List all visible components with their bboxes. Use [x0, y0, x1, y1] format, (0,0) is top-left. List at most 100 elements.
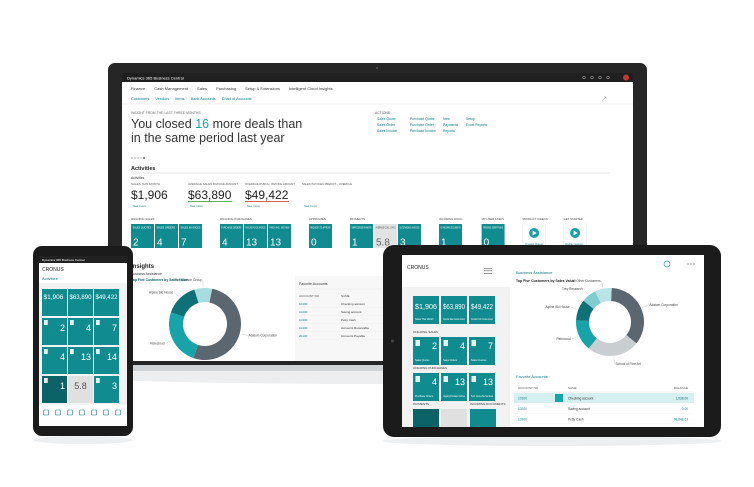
tile[interactable] — [481, 224, 505, 248]
tile[interactable] — [68, 376, 93, 403]
tile[interactable] — [155, 224, 178, 248]
donut-slice — [576, 300, 594, 321]
tile-value: 1 — [441, 238, 447, 249]
tile[interactable] — [309, 224, 332, 248]
tile[interactable] — [469, 296, 495, 324]
action-link[interactable]: Excel Reports — [466, 123, 487, 127]
nav-link[interactable]: Intelligent Cloud Insights — [289, 86, 333, 91]
tile[interactable] — [398, 224, 421, 248]
action-link[interactable]: Reports — [443, 129, 455, 133]
nav-link[interactable]: Setup & Extensions — [245, 86, 280, 91]
action-link[interactable]: Purchase Invoice — [410, 129, 436, 133]
tile-value: 0 — [484, 238, 490, 249]
tile-label: Sales This Month — [415, 318, 434, 321]
tile-link[interactable]: Product Videos — [525, 242, 543, 246]
activities-menu[interactable]: Activities — [131, 176, 145, 180]
actions-label: ACTIONS — [375, 111, 391, 115]
kpi-link[interactable]: See more — [133, 204, 146, 208]
nav-link[interactable]: Cash Management — [154, 86, 189, 91]
subnav-link[interactable]: Chart of Accounts — [222, 97, 252, 101]
tile[interactable] — [68, 289, 93, 316]
tile-label: Purch. Invoices Due Next Week — [471, 395, 494, 398]
tile-label: OUTSTANDING INVOICES — [400, 227, 420, 230]
toolbar-icon — [43, 409, 49, 416]
toolbar-icon — [55, 409, 61, 416]
table-cell: Petty Cash — [341, 318, 356, 322]
tile-link[interactable]: Replay Getting... — [565, 242, 585, 246]
headline-number: 16 — [195, 117, 209, 131]
leader-line — [165, 340, 172, 344]
tile[interactable] — [94, 289, 119, 316]
tile[interactable] — [42, 289, 67, 316]
tile-value: 4 — [222, 238, 228, 249]
tile-group-label: INCOMING DOCUMENTS — [470, 402, 506, 406]
leader-line — [570, 306, 577, 310]
action-link[interactable]: Purchase Order — [410, 123, 435, 127]
activities-menu[interactable]: Activities — [42, 276, 58, 281]
action-link[interactable]: Sales Quote — [377, 117, 396, 121]
subnav-link[interactable]: Bank Accounts — [191, 97, 216, 101]
slice-label: Adatum Corporation — [649, 303, 678, 307]
subnav-link[interactable]: Customers — [131, 97, 149, 101]
kpi-link[interactable]: See more — [304, 204, 317, 208]
tile-value: $1,906 — [44, 294, 64, 301]
slice-label: School of Fine Art — [615, 362, 640, 366]
tile-label: SALES INVOICES — [181, 227, 201, 230]
tile[interactable] — [413, 296, 439, 324]
refresh-icon — [663, 260, 671, 268]
tablet-camera — [391, 339, 394, 343]
tile[interactable] — [374, 224, 397, 248]
nav-link[interactable]: Finance — [131, 86, 146, 91]
document-icon — [471, 376, 476, 382]
subnav-link[interactable]: Items — [175, 97, 184, 101]
tile-label: Sales Invoices — [471, 359, 487, 362]
action-link[interactable]: Setup — [466, 117, 475, 121]
kpi-link[interactable]: See more — [190, 204, 203, 208]
tablet-content: CRONUS $1,906 Sales This Month $63,890 Overd… — [402, 255, 695, 427]
tile-group-label: APPROVALS — [309, 217, 326, 221]
tile[interactable] — [439, 224, 462, 248]
assist-title: Business Assistance — [131, 272, 162, 276]
table-cell: Checking account — [568, 397, 593, 401]
more-icon — [687, 263, 689, 265]
action-link[interactable]: Purchase Quote — [410, 117, 435, 121]
pane-header — [402, 255, 510, 287]
tile[interactable] — [268, 224, 291, 248]
tile[interactable] — [179, 224, 202, 248]
tablet-shadow — [382, 436, 722, 446]
tile-group-label: PRODUCT VIDEOS — [523, 217, 548, 221]
tile[interactable] — [350, 224, 373, 248]
toolbar-icon — [590, 75, 594, 80]
tile-value: 13 — [483, 377, 493, 387]
table-cell: 10300 — [518, 418, 527, 422]
tile[interactable] — [220, 224, 243, 248]
carousel-dot — [137, 157, 139, 159]
subnav-link[interactable]: Vendors — [155, 97, 169, 101]
kpi-value: $49,422 — [245, 188, 289, 202]
tile[interactable] — [131, 224, 154, 248]
nav-link[interactable]: Purchasing — [216, 86, 236, 91]
leader-line — [642, 304, 649, 308]
more-icon — [693, 263, 695, 265]
tile-group-label: INCOMING DOCU... — [439, 217, 465, 221]
tile-label: Sales Orders — [443, 359, 458, 362]
action-link[interactable]: Sales Order — [377, 123, 396, 127]
action-link[interactable]: New — [443, 117, 450, 121]
tile-value: 4 — [157, 238, 163, 249]
play-icon — [573, 230, 578, 236]
nav-link[interactable]: Sales — [197, 86, 207, 91]
tile-value: 2 — [60, 323, 65, 333]
top-bar — [39, 256, 127, 263]
toolbar — [39, 405, 127, 426]
kpi-link[interactable]: See more — [247, 204, 260, 208]
table-cell: 10400 — [299, 326, 308, 330]
column-header: NAME — [568, 386, 577, 390]
table-cell: 1,638.00 — [676, 397, 689, 401]
tile[interactable] — [441, 296, 467, 324]
headline-text: You closed — [131, 117, 192, 131]
tile[interactable] — [244, 224, 267, 248]
action-link[interactable]: Payments — [443, 123, 458, 127]
selected-row — [514, 393, 694, 403]
action-link[interactable]: Sales Invoice — [377, 129, 397, 133]
